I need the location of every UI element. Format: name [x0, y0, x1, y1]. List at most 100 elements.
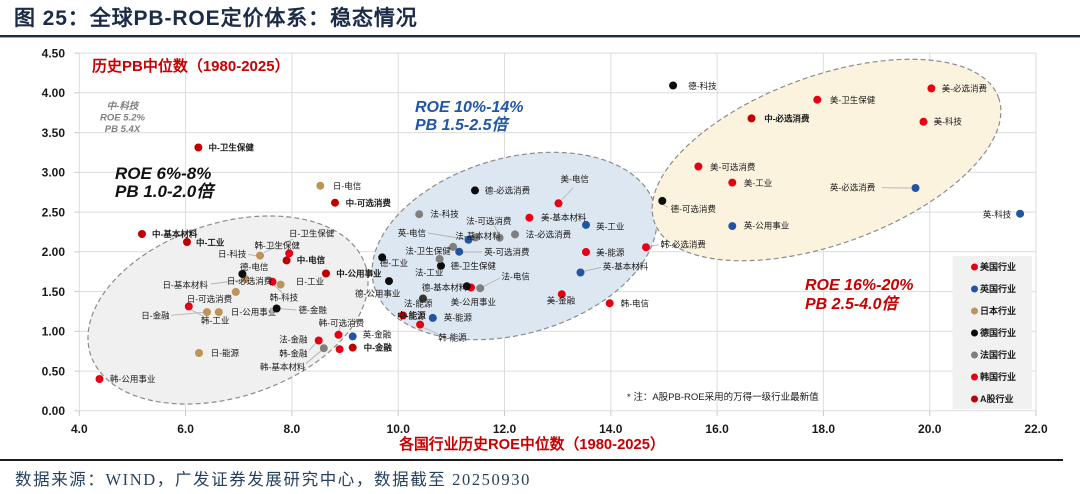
svg-text:8.0: 8.0 [284, 422, 301, 436]
svg-text:法-电信: 法-电信 [502, 272, 531, 282]
svg-text:中-基本材料: 中-基本材料 [152, 229, 198, 239]
svg-text:PB 1.0-2.0倍: PB 1.0-2.0倍 [115, 182, 216, 201]
svg-text:韩-必选消费: 韩-必选消费 [661, 240, 707, 250]
svg-text:0.50: 0.50 [42, 364, 66, 378]
svg-text:日-电信: 日-电信 [333, 181, 362, 191]
svg-text:美-金融: 美-金融 [547, 296, 576, 306]
svg-text:PB 2.5-4.0倍: PB 2.5-4.0倍 [805, 295, 900, 313]
svg-text:德-电信: 德-电信 [240, 262, 269, 272]
svg-text:4.50: 4.50 [42, 46, 66, 60]
svg-text:历史PB中位数（1980-2025）: 历史PB中位数（1980-2025） [92, 57, 290, 75]
svg-text:4.00: 4.00 [42, 86, 66, 100]
svg-text:0.00: 0.00 [42, 404, 66, 418]
svg-text:ROE 10%-14%: ROE 10%-14% [415, 99, 524, 116]
svg-text:韩-金融: 韩-金融 [279, 349, 308, 359]
svg-text:德-基本材料: 德-基本材料 [422, 282, 468, 292]
svg-text:中-公用事业: 中-公用事业 [336, 269, 382, 279]
svg-text:德-卫生保健: 德-卫生保健 [451, 261, 497, 271]
svg-text:英-基本材料: 英-基本材料 [603, 261, 649, 271]
svg-text:3.50: 3.50 [42, 126, 66, 140]
svg-text:英国行业: 英国行业 [979, 283, 1016, 294]
svg-text:德-必选消费: 德-必选消费 [485, 186, 531, 196]
svg-text:德-科技: 德-科技 [688, 81, 717, 91]
svg-text:法-工业: 法-工业 [415, 267, 443, 277]
svg-text:2.00: 2.00 [42, 245, 66, 259]
svg-text:法-科技: 法-科技 [430, 209, 459, 219]
svg-text:美国行业: 美国行业 [980, 261, 1016, 272]
svg-text:18.0: 18.0 [812, 422, 836, 436]
svg-text:美-科技: 美-科技 [934, 117, 963, 127]
svg-text:1.50: 1.50 [42, 285, 66, 299]
svg-text:英-必选消费: 英-必选消费 [830, 183, 876, 193]
svg-text:各国行业历史ROE中位数（1980-2025）: 各国行业历史ROE中位数（1980-2025） [398, 435, 665, 453]
svg-text:日本行业: 日本行业 [980, 305, 1016, 316]
svg-text:英-能源: 英-能源 [444, 312, 473, 322]
svg-text:法-金融: 法-金融 [279, 334, 308, 344]
svg-text:图 25：全球PB-ROE定价体系：稳态情况: 图 25：全球PB-ROE定价体系：稳态情况 [14, 6, 418, 30]
svg-text:3.00: 3.00 [42, 166, 66, 180]
svg-text:韩-公用事业: 韩-公用事业 [110, 374, 155, 384]
svg-text:法-基本材料: 法-基本材料 [455, 231, 501, 241]
svg-text:16.0: 16.0 [705, 422, 729, 436]
svg-text:6.0: 6.0 [177, 422, 194, 436]
svg-text:英-科技: 英-科技 [983, 210, 1012, 220]
svg-text:美-能源: 美-能源 [596, 248, 625, 258]
svg-text:10.0: 10.0 [387, 422, 411, 436]
svg-text:4.0: 4.0 [71, 422, 88, 436]
svg-text:韩-基本材料: 韩-基本材料 [260, 362, 306, 372]
svg-text:韩-电信: 韩-电信 [621, 298, 650, 308]
svg-text:中-电信: 中-电信 [297, 255, 326, 265]
svg-text:韩-科技: 韩-科技 [270, 292, 299, 302]
svg-text:德国行业: 德国行业 [980, 327, 1016, 338]
svg-text:14.0: 14.0 [599, 422, 623, 436]
svg-text:德-可选消费: 德-可选消费 [671, 204, 717, 214]
svg-text:法-能源: 法-能源 [404, 299, 433, 309]
svg-text:ROE 6%-8%: ROE 6%-8% [115, 164, 211, 183]
svg-text:韩-能源: 韩-能源 [438, 332, 467, 342]
svg-text:英-工业: 英-工业 [596, 222, 624, 232]
svg-text:日-科技: 日-科技 [218, 249, 247, 259]
svg-text:英-金融: 英-金融 [363, 329, 392, 339]
svg-text:中-工业: 中-工业 [196, 237, 225, 247]
svg-text:美-必选消费: 美-必选消费 [942, 84, 988, 94]
svg-text:20.0: 20.0 [918, 422, 942, 436]
svg-text:日-金融: 日-金融 [141, 310, 170, 320]
svg-text:德-工业: 德-工业 [380, 258, 408, 268]
svg-text:日-工业: 日-工业 [296, 277, 324, 287]
svg-text:日-卫生保健: 日-卫生保健 [289, 229, 335, 239]
svg-text:PB 5.4X: PB 5.4X [105, 124, 141, 135]
svg-text:22.0: 22.0 [1024, 422, 1048, 436]
svg-text:法-卫生保健: 法-卫生保健 [405, 246, 451, 256]
svg-text:1.00: 1.00 [42, 325, 66, 339]
svg-text:德-公用事业: 德-公用事业 [355, 289, 400, 299]
svg-text:日-基本材料: 日-基本材料 [163, 280, 209, 290]
svg-text:日-能源: 日-能源 [211, 348, 240, 358]
svg-text:英-电信: 英-电信 [398, 228, 427, 238]
svg-text:美-可选消费: 美-可选消费 [710, 162, 756, 172]
svg-text:* 注：A股PB-ROE采用的万得一级行业最新值: * 注：A股PB-ROE采用的万得一级行业最新值 [627, 391, 819, 403]
svg-text:韩国行业: 韩国行业 [980, 371, 1016, 382]
svg-text:中-金融: 中-金融 [364, 343, 393, 353]
svg-text:中-卫生保健: 中-卫生保健 [209, 143, 255, 153]
svg-text:中-可选消费: 中-可选消费 [346, 198, 392, 208]
svg-text:德-金融: 德-金融 [299, 305, 328, 315]
svg-text:日-必选消费: 日-必选消费 [227, 276, 273, 286]
svg-text:韩-卫生保健: 韩-卫生保健 [255, 240, 301, 250]
svg-text:PB 1.5-2.5倍: PB 1.5-2.5倍 [415, 116, 510, 134]
svg-text:数据来源：WIND，广发证券发展研究中心，数据截至 2025: 数据来源：WIND，广发证券发展研究中心，数据截至 20250930 [15, 470, 531, 489]
svg-text:中-科技: 中-科技 [107, 100, 140, 112]
svg-text:美-工业: 美-工业 [744, 178, 772, 188]
svg-text:英-可选消费: 英-可选消费 [484, 247, 530, 257]
svg-text:ROE 5.2%: ROE 5.2% [100, 113, 145, 124]
svg-text:法-必选消费: 法-必选消费 [526, 229, 572, 239]
svg-text:中-能源: 中-能源 [397, 311, 426, 321]
svg-text:英-公用事业: 英-公用事业 [744, 221, 789, 231]
svg-text:日-可选消费: 日-可选消费 [187, 294, 233, 304]
svg-text:韩-可选消费: 韩-可选消费 [319, 318, 365, 328]
svg-text:法国行业: 法国行业 [980, 349, 1016, 360]
svg-text:12.0: 12.0 [493, 422, 517, 436]
svg-text:2.50: 2.50 [42, 205, 66, 219]
svg-text:中-必选消费: 中-必选消费 [764, 113, 810, 123]
svg-text:美-电信: 美-电信 [561, 174, 590, 184]
svg-text:美-公用事业: 美-公用事业 [451, 297, 496, 307]
